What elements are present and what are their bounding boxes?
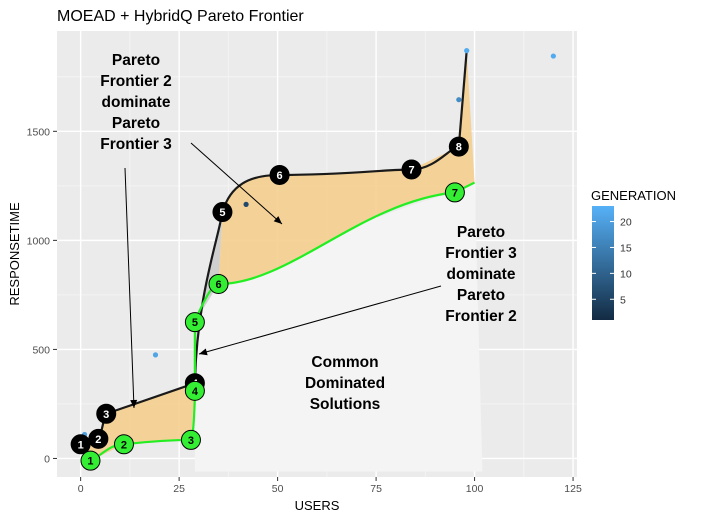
frontier-2-marker <box>88 428 109 449</box>
frontier-3-marker-label: 4 <box>192 386 199 398</box>
frontier-3-marker <box>113 434 134 455</box>
legend-title: GENERATION <box>591 188 676 203</box>
x-axis-title: USERS <box>295 498 340 513</box>
frontier-2-marker <box>212 202 233 223</box>
legend-tick-label: 20 <box>620 217 632 229</box>
x-tick-label: 125 <box>564 483 582 495</box>
frontier-2-marker-label: 2 <box>95 434 101 446</box>
y-axis-title: RESPONSETIME <box>7 202 22 306</box>
frontier-3-marker <box>184 312 205 333</box>
annotation-line: Solutions <box>310 396 381 413</box>
frontier-3-marker <box>184 380 205 401</box>
frontier-markers: 123456781234567 <box>70 136 469 471</box>
annotation-line: Dominated <box>305 375 385 392</box>
f2-dominate-region-upper <box>218 50 475 284</box>
chart-title: MOEAD + HybridQ Pareto Frontier <box>57 8 304 25</box>
annotation-line: dominate <box>447 266 516 283</box>
frontier-2-marker-label: 8 <box>456 142 462 154</box>
frontier-3-marker-label: 2 <box>121 439 127 451</box>
frontier-2-marker-label: 7 <box>408 164 414 176</box>
annotation-line: Pareto <box>112 115 160 132</box>
y-tick-label: 0 <box>44 453 50 465</box>
frontier-3-marker <box>208 273 229 294</box>
frontier-2-marker-label: 6 <box>277 170 283 182</box>
frontier-3-marker <box>80 450 101 471</box>
annotation-line: Frontier 3 <box>100 136 172 153</box>
frontier-3-marker-label: 7 <box>452 187 458 199</box>
annotation-line: Common <box>311 354 378 371</box>
arrow-to-gray-region-head <box>199 348 208 356</box>
y-tick-label: 500 <box>32 344 50 356</box>
frontier-3-marker-label: 1 <box>87 456 93 468</box>
data-point <box>550 53 556 59</box>
annotation-line: Frontier 2 <box>445 308 516 325</box>
x-axis-ticks: 0 25 50 75 100 125 <box>78 477 582 495</box>
frontier-2-marker <box>96 403 117 424</box>
annotation-line: Frontier 3 <box>445 245 517 262</box>
annotation-line: dominate <box>102 94 171 111</box>
legend: GENERATION 5 10 15 20 <box>591 188 676 320</box>
frontier-3-marker <box>444 182 465 203</box>
legend-tick-label: 5 <box>620 294 626 306</box>
y-tick-label: 1500 <box>27 126 51 138</box>
arrow-to-upper-region-head <box>273 216 282 224</box>
x-tick-label: 0 <box>78 483 84 495</box>
annotation-arrows <box>124 142 442 409</box>
legend-colorbar <box>592 206 614 320</box>
data-point <box>456 97 462 103</box>
frontier-3-marker-label: 3 <box>188 435 194 447</box>
x-tick-label: 25 <box>173 483 185 495</box>
data-point <box>152 352 159 358</box>
x-tick-label: 50 <box>272 483 284 495</box>
annotation-line: Pareto <box>457 287 505 304</box>
data-point <box>464 48 470 54</box>
frontier-2-marker-label: 3 <box>103 409 109 421</box>
annotations: Pareto Frontier 2 dominate Pareto Frontier 3… <box>100 52 517 413</box>
frontier-3-marker-label: 6 <box>215 279 221 291</box>
frontier-2-marker-label: 1 <box>78 439 84 451</box>
frontier-2-marker <box>448 136 469 157</box>
y-tick-label: 1000 <box>27 235 51 247</box>
legend-ticks: 5 10 15 20 <box>592 217 632 306</box>
frontier-2-marker <box>269 164 290 185</box>
frontier-3-marker <box>180 429 201 450</box>
y-axis-ticks: 0 500 1000 1500 <box>27 126 57 465</box>
frontier-3-marker-label: 5 <box>192 317 198 329</box>
legend-tick-label: 10 <box>620 268 632 280</box>
data-point <box>243 201 249 207</box>
legend-tick-label: 15 <box>620 242 632 254</box>
f3-dominate-region <box>194 212 223 391</box>
common-dominated-region <box>194 182 483 472</box>
frontier-2-marker <box>401 159 422 180</box>
arrow-to-lower-region <box>124 167 135 409</box>
annotation-line: Pareto <box>112 52 160 69</box>
x-tick-label: 75 <box>370 483 382 495</box>
annotation-line: Pareto <box>457 224 505 241</box>
x-tick-label: 100 <box>466 483 484 495</box>
arrow-to-lower-region-head <box>130 399 138 408</box>
arrow-to-gray-region <box>198 285 442 355</box>
arrow-to-upper-region <box>190 142 283 225</box>
frontier-2-marker-label: 5 <box>219 207 225 219</box>
annotation-line: Frontier 2 <box>100 73 171 90</box>
